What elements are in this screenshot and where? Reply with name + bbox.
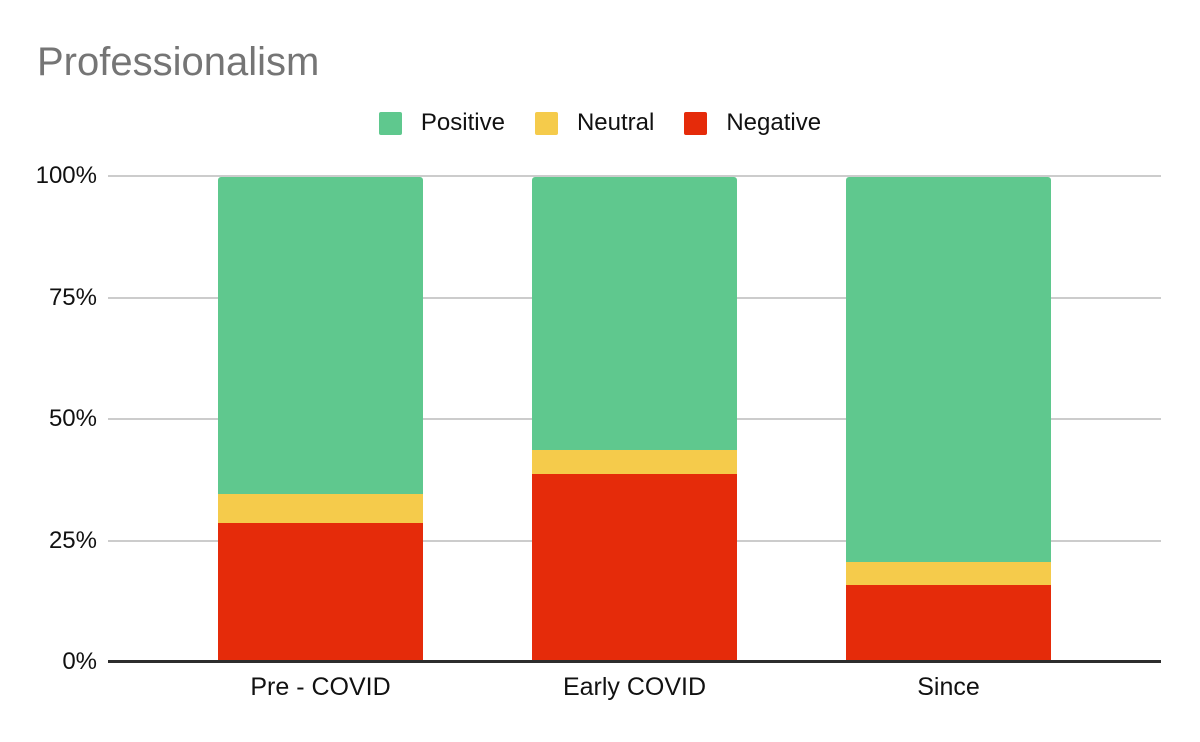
legend: Positive Neutral Negative bbox=[0, 109, 1200, 137]
y-axis-tick-label: 75% bbox=[48, 284, 97, 311]
plot-area bbox=[108, 175, 1161, 663]
bar-pre-covid-segment-positive bbox=[218, 177, 423, 495]
x-axis-category-label: Since bbox=[917, 673, 980, 701]
bar-pre-covid-segment-negative bbox=[218, 523, 423, 662]
legend-swatch-positive-icon bbox=[378, 111, 402, 135]
bar-since-segment-negative bbox=[846, 584, 1051, 662]
legend-label-positive: Positive bbox=[420, 109, 505, 136]
y-axis-tick-label: 50% bbox=[48, 405, 97, 432]
legend-swatch-negative-icon bbox=[684, 111, 708, 135]
bar-early-covid-segment-negative bbox=[532, 474, 737, 662]
x-axis-category-label: Early COVID bbox=[562, 673, 707, 701]
legend-label-neutral: Neutral bbox=[576, 109, 655, 136]
bar-early-covid-segment-neutral bbox=[532, 449, 737, 475]
legend-item-positive: Positive bbox=[378, 109, 505, 137]
bar-early-covid-segment-positive bbox=[532, 177, 737, 450]
y-axis-tick-label: 25% bbox=[48, 527, 97, 554]
y-axis-tick-label: 100% bbox=[35, 162, 97, 189]
chart-title: Professionalism bbox=[37, 40, 320, 84]
bar-since-segment-neutral bbox=[846, 562, 1051, 585]
legend-item-neutral: Neutral bbox=[534, 109, 655, 137]
bar-pre-covid-segment-neutral bbox=[218, 494, 423, 524]
gridline bbox=[108, 175, 1161, 177]
bar-since-segment-positive bbox=[846, 177, 1051, 563]
bar-pre-covid bbox=[218, 177, 423, 662]
y-axis-tick-label: 0% bbox=[62, 648, 97, 675]
x-axis-line bbox=[108, 660, 1161, 663]
legend-label-negative: Negative bbox=[726, 109, 822, 136]
bar-early-covid bbox=[532, 177, 737, 662]
x-axis-category-label: Pre - COVID bbox=[250, 673, 391, 701]
legend-item-negative: Negative bbox=[684, 109, 821, 137]
bar-since bbox=[846, 177, 1051, 662]
legend-swatch-neutral-icon bbox=[534, 111, 558, 135]
